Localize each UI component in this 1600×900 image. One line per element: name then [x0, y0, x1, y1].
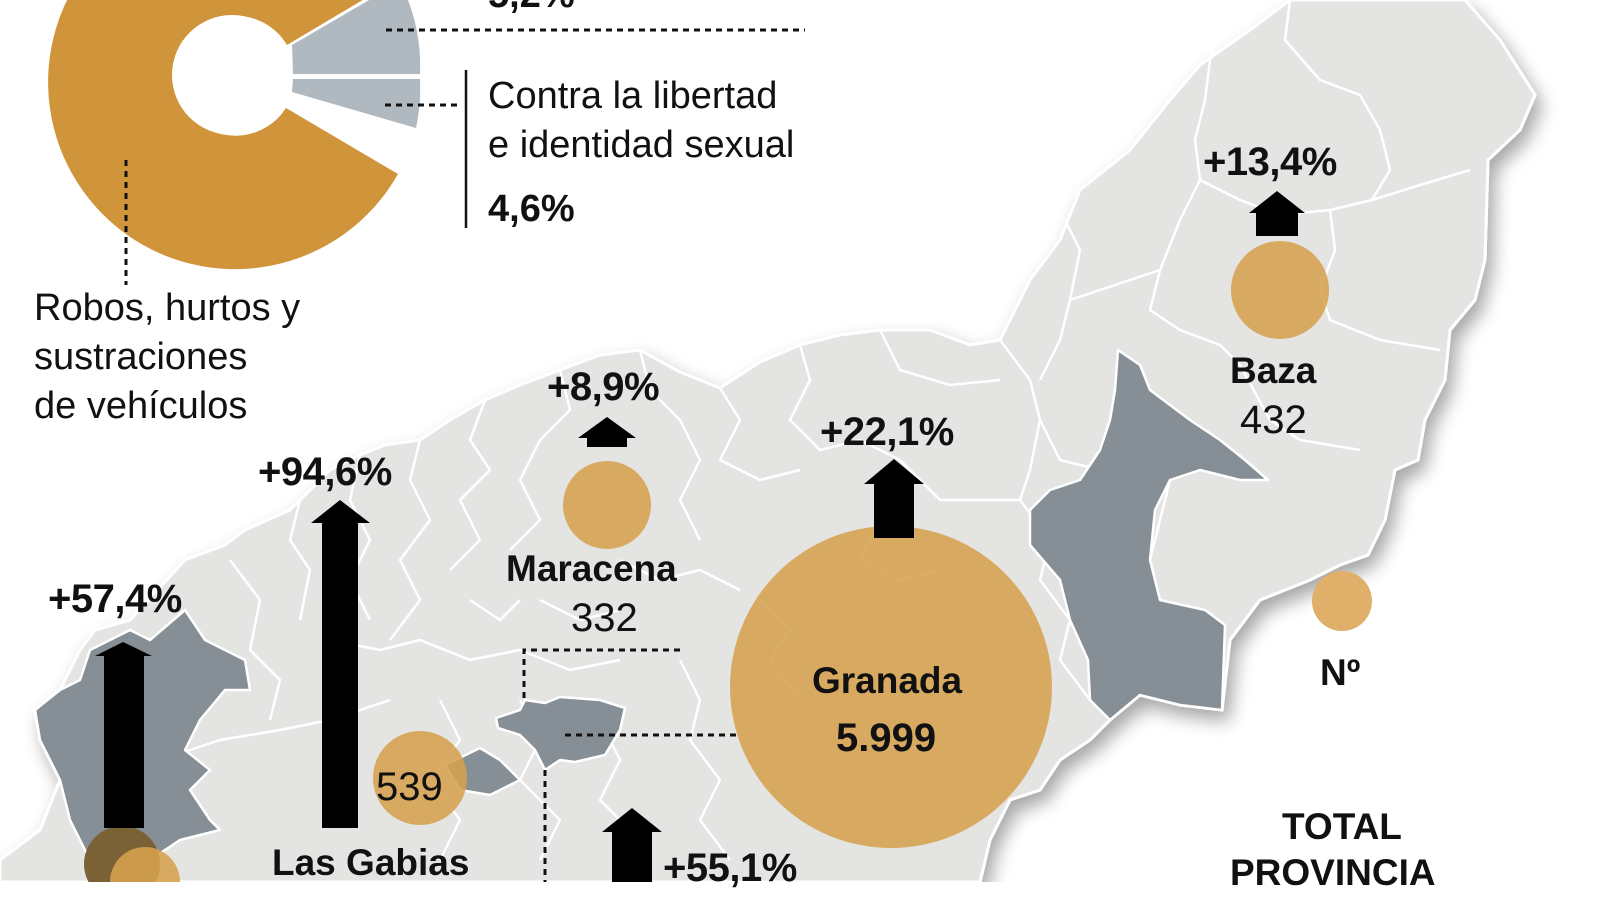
leader-lines: [124, 28, 805, 882]
arrows: [95, 191, 1305, 882]
total-label-line2: PROVINCIA: [1230, 852, 1436, 893]
arrow-baza: [1249, 191, 1305, 236]
bubble-baza: [1231, 241, 1329, 339]
city-baza: Baza: [1230, 350, 1317, 391]
city-maracena: Maracena: [506, 548, 677, 589]
city-las-gabias: Las Gabias: [272, 842, 470, 883]
change-loja: +57,4%: [48, 577, 182, 621]
count-baza: 432: [1240, 398, 1307, 442]
donut-value-sexual: 4,6%: [488, 188, 575, 230]
count-las-gabias: 539: [376, 765, 443, 809]
change-baza: +13,4%: [1203, 140, 1337, 184]
arrow-loja: [95, 642, 152, 828]
donut-label-sexual: Contra la libertad e identidad sexual: [488, 75, 795, 166]
bubble-loja: [110, 847, 180, 882]
count-granada: 5.999: [836, 716, 937, 760]
arrow-south: [602, 808, 662, 882]
donut-label-robos: Robos, hurtos y sustraciones de vehículo…: [34, 287, 301, 427]
infographic: 5,2% Contra la libertad e identidad sexu…: [0, 0, 1537, 893]
city-granada: Granada: [812, 660, 963, 701]
donut-value-cut: 5,2%: [488, 0, 575, 17]
change-maracena: +8,9%: [547, 365, 660, 409]
donut-segment-robos: [48, 0, 398, 270]
bubble-maracena: [563, 461, 651, 549]
donut-segment-sexual: [292, 79, 421, 128]
legend-bubble: [1312, 571, 1372, 631]
bubble-las-gabias: [373, 731, 467, 825]
donut-chart: [48, 0, 421, 270]
donut-segment-other: [292, 0, 421, 74]
count-maracena: 332: [571, 596, 638, 640]
arrow-maracena: [578, 417, 636, 447]
change-granada: +22,1%: [820, 410, 954, 454]
bubbles: [84, 241, 1372, 882]
bubble-granada: [730, 526, 1052, 848]
change-las-gabias: +94,6%: [258, 450, 392, 494]
arrow-las-gabias: [311, 500, 370, 828]
arrow-granada: [864, 459, 924, 538]
change-south: +55,1%: [663, 846, 797, 890]
province-map: [0, 0, 1537, 882]
total-label-line1: TOTAL: [1282, 806, 1402, 847]
legend-symbol-label: Nº: [1320, 652, 1361, 693]
